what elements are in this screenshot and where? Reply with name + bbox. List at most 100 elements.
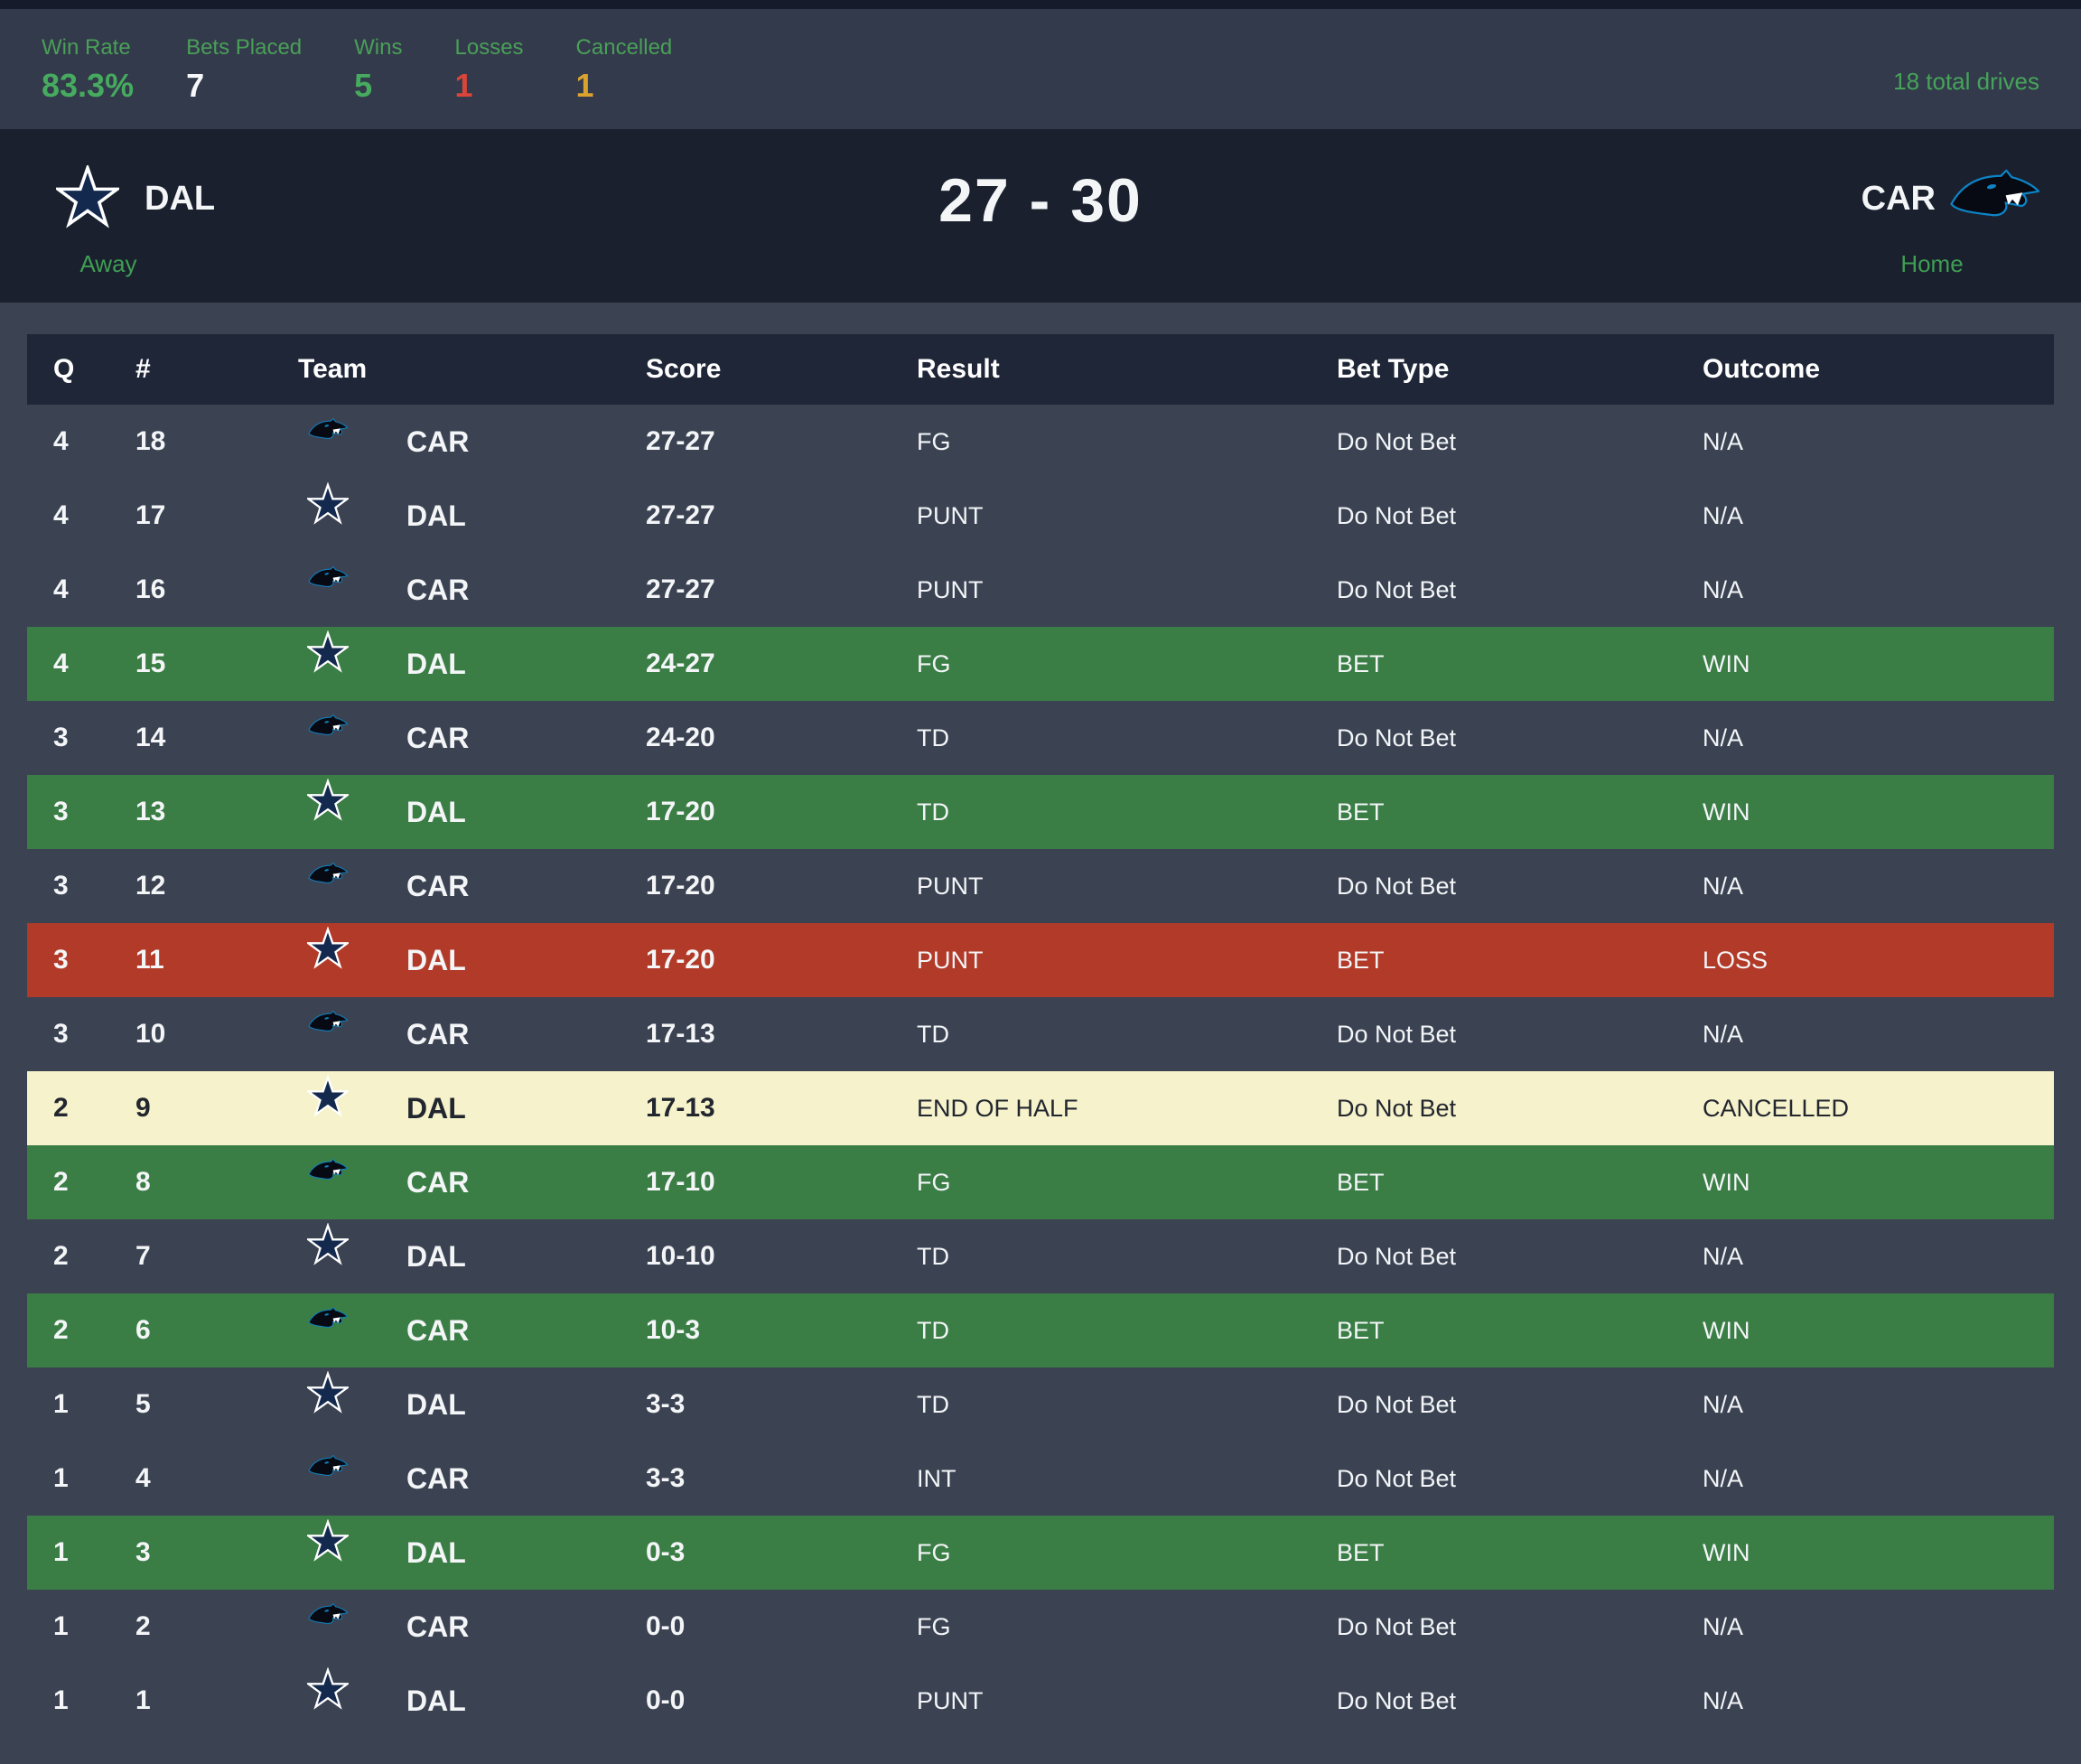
outcome-cell: N/A: [1703, 1464, 1744, 1492]
stat-losses: Losses 1: [455, 36, 524, 102]
outcome-cell: WIN: [1703, 1538, 1750, 1566]
stat-wins: Wins 5: [354, 34, 403, 104]
drive-number-cell: 7: [135, 1241, 151, 1271]
cowboys-star-logo: [307, 1371, 349, 1414]
quarter-cell: 4: [53, 426, 69, 456]
quarter-cell: 3: [53, 871, 69, 901]
quarter-cell: 2: [53, 1093, 69, 1123]
drive-row: 2 8 CAR 17-10 FG BET WIN: [27, 1145, 2054, 1219]
bet-type-cell: BET: [1337, 1168, 1385, 1196]
panthers-logo: [307, 1593, 349, 1637]
result-cell: FG: [917, 1538, 951, 1566]
drive-row: 2 9 DAL 17-13 END OF HALF Do Not Bet CANCELLED: [27, 1071, 2054, 1145]
drive-number-cell: 18: [135, 426, 166, 456]
score-cell: 27-27: [646, 426, 715, 456]
stat-value: 5: [354, 66, 373, 104]
drive-row: 3 11 DAL 17-20 PUNT BET LOSS: [27, 923, 2054, 997]
team-cell: CAR: [280, 714, 619, 760]
drive-number-cell: 13: [135, 797, 166, 826]
drive-row: 4 15 DAL 24-27 FG BET WIN: [27, 627, 2054, 701]
score-cell: 3-3: [646, 1463, 686, 1493]
quarter-cell: 3: [53, 797, 69, 826]
quarter-cell: 1: [53, 1463, 69, 1493]
result-cell: PUNT: [917, 872, 984, 900]
bet-type-cell: Do Not Bet: [1337, 427, 1457, 455]
result-cell: TD: [917, 1020, 949, 1048]
bet-type-cell: Do Not Bet: [1337, 1686, 1457, 1714]
team-abbr: CAR: [406, 1461, 470, 1495]
bet-type-cell: Do Not Bet: [1337, 1094, 1457, 1122]
quarter-cell: 4: [53, 649, 69, 678]
score-cell: 17-10: [646, 1167, 715, 1197]
column-header-number: #: [135, 354, 151, 384]
score-cell: 0-3: [646, 1537, 686, 1567]
team-abbr: CAR: [406, 1610, 470, 1643]
team-cell: DAL: [280, 482, 619, 537]
stat-label: Wins: [354, 34, 403, 60]
total-drives-label: 18 total drives: [1893, 68, 2039, 95]
cowboys-star-logo: [307, 779, 349, 822]
quarter-cell: 4: [53, 500, 69, 530]
result-cell: PUNT: [917, 946, 984, 974]
result-cell: END OF HALF: [917, 1094, 1078, 1122]
team-cell: CAR: [280, 1011, 619, 1056]
panthers-logo: [307, 1297, 349, 1340]
outcome-cell: N/A: [1703, 1390, 1744, 1418]
team-abbr: DAL: [406, 1239, 466, 1273]
drive-number-cell: 8: [135, 1167, 151, 1197]
cowboys-star-logo: [307, 1667, 349, 1711]
drive-number-cell: 10: [135, 1019, 166, 1049]
team-abbr: CAR: [406, 425, 470, 458]
outcome-cell: N/A: [1703, 1020, 1744, 1048]
team-abbr: CAR: [406, 1165, 470, 1199]
drive-number-cell: 11: [135, 945, 164, 975]
quarter-cell: 1: [53, 1537, 69, 1567]
outcome-cell: WIN: [1703, 649, 1750, 677]
team-cell: CAR: [280, 1455, 619, 1500]
panthers-logo: [307, 705, 349, 748]
outcome-cell: N/A: [1703, 501, 1744, 529]
team-cell: CAR: [280, 863, 619, 908]
team-abbr: CAR: [406, 573, 470, 606]
drive-row: 4 17 DAL 27-27 PUNT Do Not Bet N/A: [27, 479, 2054, 553]
result-cell: PUNT: [917, 501, 984, 529]
drive-row: 1 4 CAR 3-3 INT Do Not Bet N/A: [27, 1442, 2054, 1516]
drive-number-cell: 17: [135, 500, 166, 530]
outcome-cell: CANCELLED: [1703, 1094, 1850, 1122]
stat-cancelled: Cancelled 1: [576, 36, 673, 102]
cowboys-star-logo: [307, 482, 349, 526]
drive-number-cell: 12: [135, 871, 166, 901]
result-cell: PUNT: [917, 575, 984, 603]
result-cell: FG: [917, 1612, 951, 1640]
bet-type-cell: BET: [1337, 1538, 1385, 1566]
team-cell: DAL: [280, 927, 619, 982]
result-cell: TD: [917, 1390, 949, 1418]
team-cell: DAL: [280, 779, 619, 834]
team-abbr: DAL: [406, 943, 466, 976]
column-header-quarter: Q: [53, 354, 75, 384]
stat-label: Win Rate: [42, 34, 131, 60]
quarter-cell: 1: [53, 1685, 69, 1715]
drive-table-header: Q # Team Score Result Bet Type Outcome: [27, 334, 2054, 405]
cowboys-star-logo: [307, 630, 349, 674]
bet-type-cell: Do Not Bet: [1337, 1612, 1457, 1640]
drive-row: 3 10 CAR 17-13 TD Do Not Bet N/A: [27, 997, 2054, 1071]
drive-row: 1 5 DAL 3-3 TD Do Not Bet N/A: [27, 1367, 2054, 1442]
stat-value: 7: [186, 66, 205, 104]
result-cell: INT: [917, 1464, 957, 1492]
top-strip: [0, 0, 2081, 9]
drive-row: 3 14 CAR 24-20 TD Do Not Bet N/A: [27, 701, 2054, 775]
outcome-cell: N/A: [1703, 427, 1744, 455]
bet-type-cell: Do Not Bet: [1337, 1242, 1457, 1270]
column-header-bet-type: Bet Type: [1337, 354, 1450, 384]
cowboys-star-logo: [307, 1519, 349, 1563]
team-cell: CAR: [280, 1603, 619, 1648]
panthers-logo: [307, 1149, 349, 1192]
score-cell: 0-0: [646, 1611, 686, 1641]
bet-type-cell: Do Not Bet: [1337, 575, 1457, 603]
drive-row: 3 12 CAR 17-20 PUNT Do Not Bet N/A: [27, 849, 2054, 923]
drive-row: 4 16 CAR 27-27 PUNT Do Not Bet N/A: [27, 553, 2054, 627]
panthers-logo: [307, 1001, 349, 1044]
drive-row: 2 6 CAR 10-3 TD BET WIN: [27, 1293, 2054, 1367]
outcome-cell: N/A: [1703, 1242, 1744, 1270]
